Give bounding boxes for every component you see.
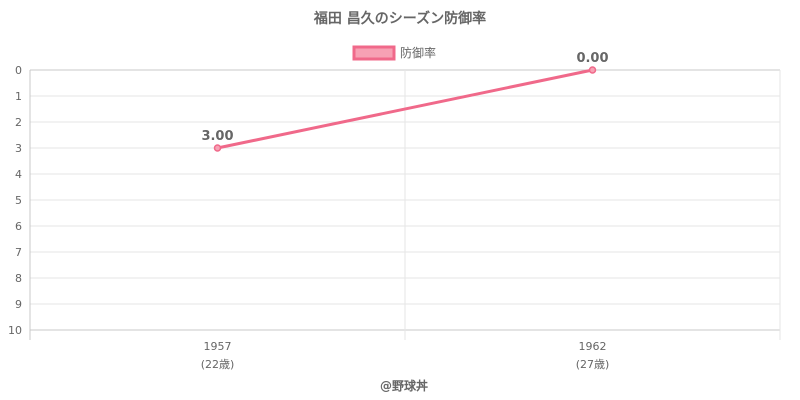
data-label: 3.00 xyxy=(201,129,233,144)
data-point[interactable] xyxy=(213,144,222,152)
x-tick-label: 1962 xyxy=(579,340,607,353)
data-point[interactable] xyxy=(588,66,597,74)
legend-label: 防御率 xyxy=(400,45,436,60)
y-axis-ticks: 0 1 2 3 4 5 6 7 8 9 10 xyxy=(8,64,22,337)
x-tick-age-label: (27歳) xyxy=(576,358,610,371)
data-label: 0.00 xyxy=(576,51,608,66)
y-tick-label: 4 xyxy=(15,168,22,181)
x-tick-age-label: (22歳) xyxy=(201,358,235,371)
y-tick-label: 6 xyxy=(15,220,22,233)
chart-title: 福田 昌久のシーズン防御率 xyxy=(313,10,486,27)
x-axis-ticks: 1957 (22歳) 1962 (27歳) xyxy=(201,340,610,371)
y-tick-label: 8 xyxy=(15,272,22,285)
y-tick-label: 5 xyxy=(15,194,22,207)
x-tick-label: 1957 xyxy=(204,340,232,353)
series-era xyxy=(213,66,597,152)
credit-label: @野球丼 xyxy=(380,378,428,393)
grid xyxy=(29,69,781,340)
y-tick-label: 2 xyxy=(15,116,22,129)
legend[interactable]: 防御率 xyxy=(352,45,436,61)
y-tick-label: 3 xyxy=(15,142,22,155)
y-tick-label: 7 xyxy=(15,246,22,259)
legend-swatch xyxy=(352,45,396,61)
y-tick-label: 10 xyxy=(8,324,22,337)
series-line xyxy=(217,68,593,150)
y-tick-label: 1 xyxy=(15,90,22,103)
y-tick-label: 0 xyxy=(15,64,22,77)
y-tick-label: 9 xyxy=(15,298,22,311)
data-labels: 3.00 0.00 xyxy=(201,51,608,144)
